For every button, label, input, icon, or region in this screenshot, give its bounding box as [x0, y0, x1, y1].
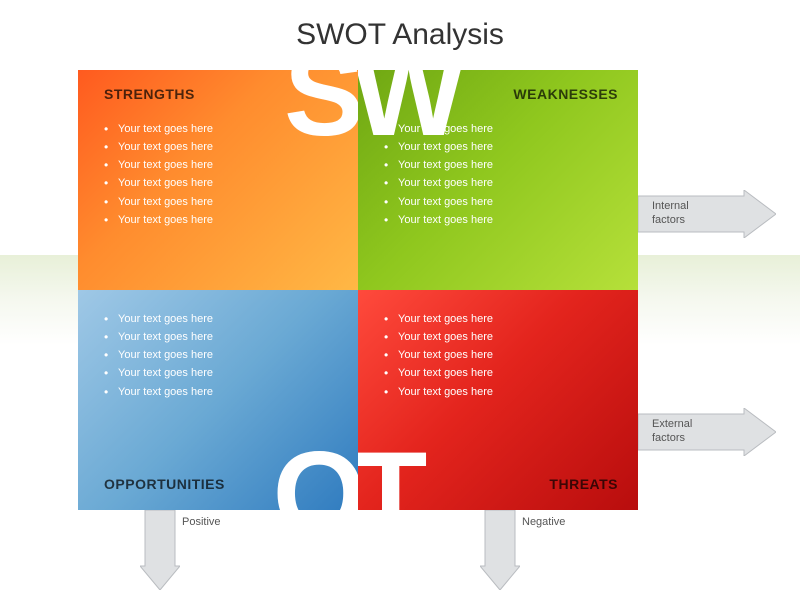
list-item: Your text goes here [104, 364, 338, 382]
quadrant-strengths: STRENGTHS Your text goes here Your text … [78, 70, 358, 290]
list-item: Your text goes here [384, 211, 618, 229]
list-item: Your text goes here [104, 383, 338, 401]
strengths-list: Your text goes here Your text goes here … [104, 120, 338, 229]
quadrant-weaknesses: WEAKNESSES Your text goes here Your text… [358, 70, 638, 290]
arrow-internal-factors: Internal factors [638, 190, 748, 238]
list-item: Your text goes here [384, 120, 618, 138]
opportunities-label: OPPORTUNITIES [104, 476, 225, 492]
list-item: Your text goes here [384, 174, 618, 192]
list-item: Your text goes here [384, 310, 618, 328]
list-item: Your text goes here [384, 328, 618, 346]
quadrant-opportunities: Your text goes here Your text goes here … [78, 290, 358, 510]
list-item: Your text goes here [104, 310, 338, 328]
list-item: Your text goes here [104, 156, 338, 174]
list-item: Your text goes here [104, 346, 338, 364]
list-item: Your text goes here [104, 211, 338, 229]
list-item: Your text goes here [384, 383, 618, 401]
opportunities-list: Your text goes here Your text goes here … [104, 310, 338, 401]
arrow-down-icon [480, 510, 520, 590]
swot-grid: STRENGTHS Your text goes here Your text … [78, 70, 638, 510]
weaknesses-list: Your text goes here Your text goes here … [384, 120, 618, 229]
arrow-positive: Positive [140, 510, 188, 600]
big-letter-o: O [273, 434, 358, 510]
arrow-external-factors: External factors [638, 408, 748, 456]
list-item: Your text goes here [384, 156, 618, 174]
list-item: Your text goes here [384, 364, 618, 382]
page-title: SWOT Analysis [0, 18, 800, 52]
arrow-label: Positive [182, 516, 221, 530]
list-item: Your text goes here [384, 346, 618, 364]
list-item: Your text goes here [104, 174, 338, 192]
threats-list: Your text goes here Your text goes here … [384, 310, 618, 401]
quadrant-threats: Your text goes here Your text goes here … [358, 290, 638, 510]
arrow-label-line: factors [652, 214, 685, 226]
list-item: Your text goes here [104, 120, 338, 138]
arrow-label: Negative [522, 516, 565, 530]
big-letter-t: T [358, 434, 427, 510]
list-item: Your text goes here [104, 328, 338, 346]
arrow-down-icon [140, 510, 180, 590]
arrow-label: Internal factors [652, 200, 689, 228]
list-item: Your text goes here [104, 193, 338, 211]
strengths-label: STRENGTHS [104, 86, 338, 102]
arrow-label: External factors [652, 418, 692, 446]
list-item: Your text goes here [384, 193, 618, 211]
arrow-negative: Negative [480, 510, 528, 600]
list-item: Your text goes here [104, 138, 338, 156]
list-item: Your text goes here [384, 138, 618, 156]
arrow-label-line: Internal [652, 200, 689, 212]
weaknesses-label: WEAKNESSES [384, 86, 618, 102]
arrow-label-line: External [652, 418, 692, 430]
threats-label: THREATS [549, 476, 618, 492]
arrow-label-line: factors [652, 432, 685, 444]
